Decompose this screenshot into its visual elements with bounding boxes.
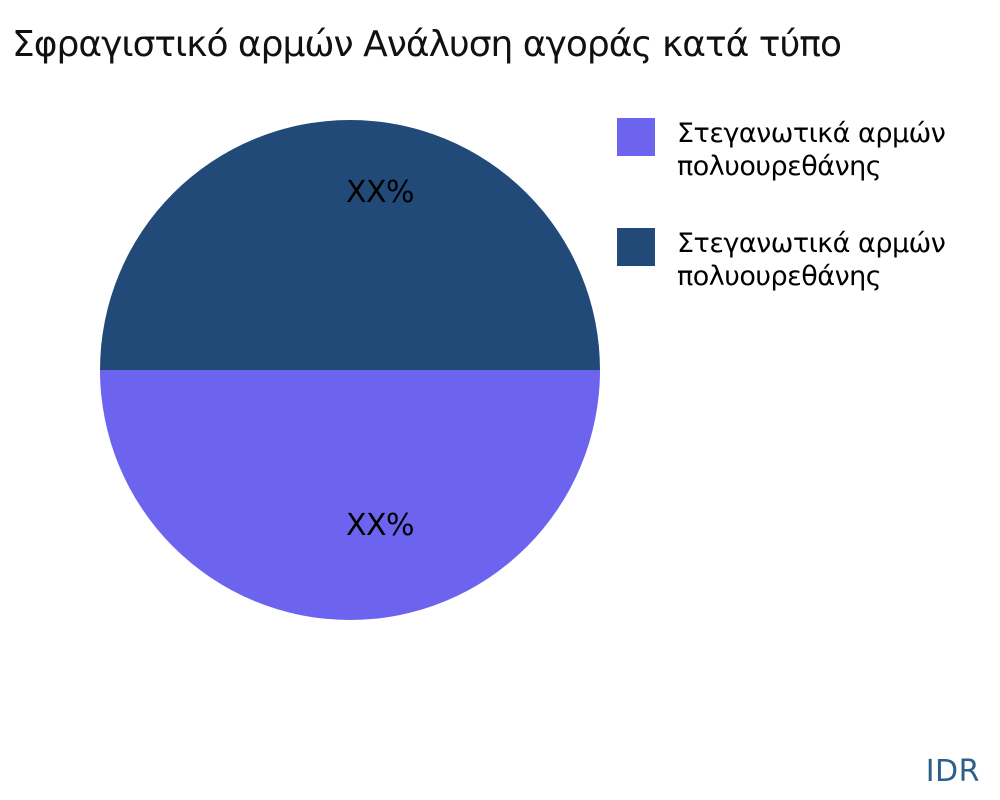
pie-slice-bottom-value-label: XX% xyxy=(345,508,415,543)
brand-watermark: IDR xyxy=(925,754,980,789)
pie-slice-top-value-label: XX% xyxy=(345,175,415,210)
legend-label-line1: Στεγανωτικά αρμών xyxy=(677,228,946,259)
legend: Στεγανωτικά αρμών πολυουρεθάνης Στεγανωτ… xyxy=(617,117,987,337)
legend-label: Στεγανωτικά αρμών πολυουρεθάνης xyxy=(677,117,987,183)
pie-chart xyxy=(100,120,600,620)
legend-label-line2: πολυουρεθάνης xyxy=(677,261,882,292)
legend-swatch-navy-fill xyxy=(617,228,655,266)
legend-item-polyurethane-2: Στεγανωτικά αρμών πολυουρεθάνης xyxy=(617,227,987,295)
pie-slice-top xyxy=(100,120,600,370)
pie-slice-bottom xyxy=(100,370,600,620)
legend-swatch-navy-icon xyxy=(617,228,655,266)
legend-swatch-purple-fill xyxy=(617,118,655,156)
legend-label-line2: πολυουρεθάνης xyxy=(677,151,882,182)
legend-label: Στεγανωτικά αρμών πολυουρεθάνης xyxy=(677,227,987,293)
legend-item-polyurethane-1: Στεγανωτικά αρμών πολυουρεθάνης xyxy=(617,117,987,185)
legend-swatch-purple-icon xyxy=(617,118,655,156)
legend-label-line1: Στεγανωτικά αρμών xyxy=(677,118,946,149)
chart-title: Σφραγιστικό αρμών Ανάλυση αγοράς κατά τύ… xyxy=(12,24,842,65)
